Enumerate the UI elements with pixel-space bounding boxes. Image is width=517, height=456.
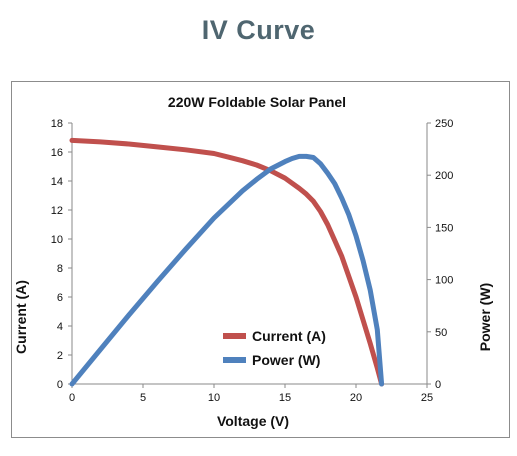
chart-frame: 220W Foldable Solar Panel 0 5 10 15 20 25 0 2 4 6… [11, 81, 510, 438]
y-tick-label: 10 [51, 234, 63, 246]
y-tick-label: 8 [57, 263, 63, 275]
y-tick-label: 4 [57, 321, 63, 333]
y-axis-title: Current (A) [13, 280, 29, 354]
x-tick-label: 0 [69, 392, 75, 404]
y-tick-label: 2 [57, 350, 63, 362]
y-tick-label: 12 [51, 205, 63, 217]
y2-tick-label: 150 [435, 222, 453, 234]
x-tick-label: 25 [421, 392, 433, 404]
y-tick-label: 14 [51, 176, 63, 188]
page-title: IV Curve [201, 15, 316, 45]
y-tick-label: 18 [51, 118, 63, 130]
legend-label: Current (A) [252, 328, 326, 344]
chart-title: 220W Foldable Solar Panel [168, 94, 346, 110]
x-tick-label: 5 [140, 392, 146, 404]
x-axis-title: Voltage (V) [217, 413, 289, 429]
y2-tick-label: 250 [435, 118, 453, 130]
iv-chart: 220W Foldable Solar Panel 0 5 10 15 20 250246… [13, 94, 493, 429]
chart-legend: Current (A) Power (W) [223, 328, 326, 368]
series-line-power [69, 153, 385, 387]
x-tick-label: 15 [279, 392, 291, 404]
y2-axis-title: Power (W) [477, 283, 493, 351]
y-tick-label: 6 [57, 292, 63, 304]
series-line-current [69, 137, 385, 387]
chart-series [69, 137, 385, 387]
legend-label: Power (W) [252, 352, 320, 368]
x-tick-label: 20 [350, 392, 362, 404]
y-tick-label: 0 [57, 379, 63, 391]
y2-tick-label: 0 [435, 379, 441, 391]
y2-tick-label: 50 [435, 327, 447, 339]
x-tick-label: 10 [208, 392, 220, 404]
y-tick-label: 16 [51, 147, 63, 159]
y2-tick-label: 200 [435, 170, 453, 182]
y2-tick-label: 100 [435, 275, 453, 287]
